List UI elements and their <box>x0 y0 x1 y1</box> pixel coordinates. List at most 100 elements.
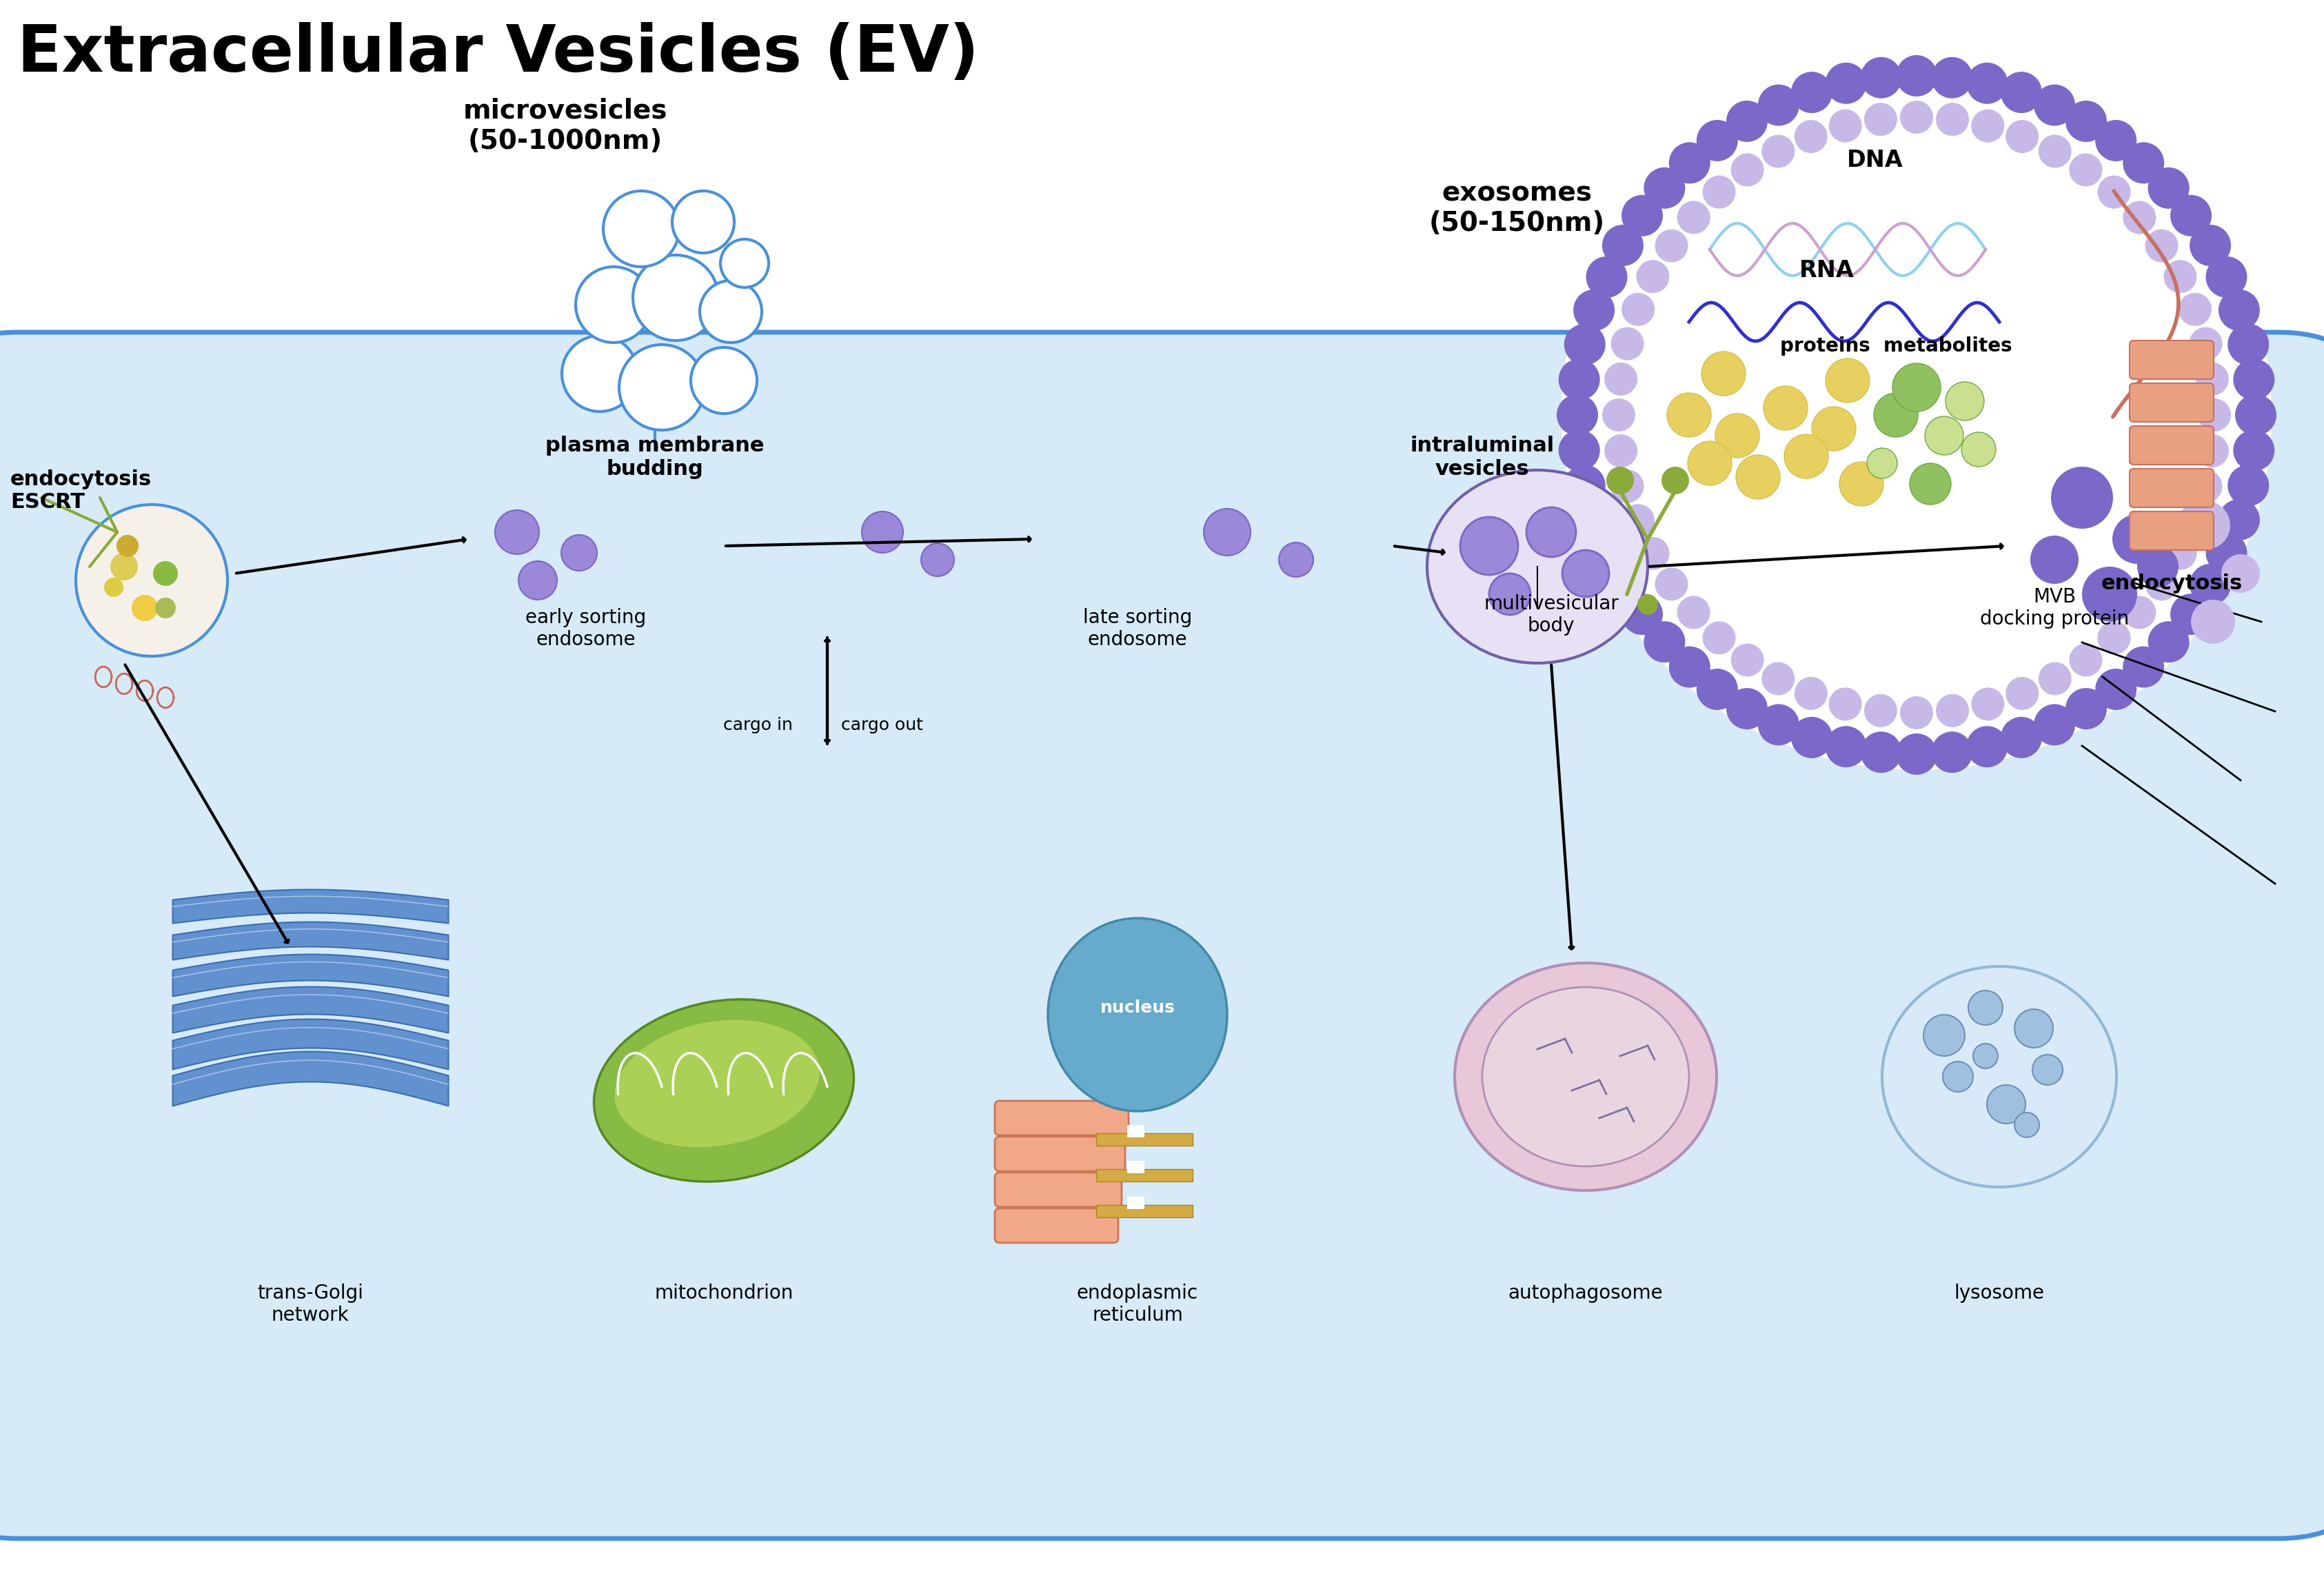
Text: cargo out: cargo out <box>841 717 923 733</box>
Circle shape <box>2222 554 2259 593</box>
Circle shape <box>77 505 228 656</box>
Text: MVB
docking protein: MVB docking protein <box>1980 587 2129 629</box>
Circle shape <box>1794 120 1827 153</box>
Bar <box>1127 1125 1143 1137</box>
Circle shape <box>1764 385 1808 429</box>
Circle shape <box>1727 687 1769 730</box>
Circle shape <box>1936 694 1968 727</box>
Circle shape <box>2205 256 2247 297</box>
Circle shape <box>1638 595 1657 615</box>
Circle shape <box>1666 393 1710 437</box>
Circle shape <box>2229 464 2268 507</box>
Circle shape <box>2082 566 2138 621</box>
Bar <box>1127 1197 1143 1210</box>
Text: RNA: RNA <box>1799 260 1855 282</box>
Circle shape <box>1762 135 1794 168</box>
Circle shape <box>1968 991 2003 1026</box>
Circle shape <box>2113 514 2161 563</box>
Circle shape <box>1987 1085 2027 1123</box>
Circle shape <box>1931 731 1973 772</box>
Text: endocytosis: endocytosis <box>2101 574 2243 593</box>
Text: trans-Golgi
network: trans-Golgi network <box>258 1284 363 1324</box>
Circle shape <box>116 535 139 557</box>
Circle shape <box>1604 362 1638 396</box>
Text: intraluminal
vesicles: intraluminal vesicles <box>1411 436 1555 478</box>
Ellipse shape <box>1882 966 2117 1188</box>
Circle shape <box>1910 462 1952 505</box>
Circle shape <box>1731 153 1764 187</box>
FancyBboxPatch shape <box>0 332 2324 1538</box>
Circle shape <box>2182 502 2231 549</box>
Text: Extracellular Vesicles (EV): Extracellular Vesicles (EV) <box>16 22 978 85</box>
Circle shape <box>2031 535 2078 584</box>
Circle shape <box>1896 733 1938 775</box>
Circle shape <box>560 535 597 571</box>
Circle shape <box>2068 153 2103 187</box>
Circle shape <box>1655 230 1687 263</box>
Circle shape <box>632 255 718 340</box>
Circle shape <box>1973 1043 1999 1068</box>
FancyBboxPatch shape <box>2129 340 2215 379</box>
Circle shape <box>1643 621 1685 662</box>
Circle shape <box>1662 467 1690 494</box>
Circle shape <box>1601 225 1643 266</box>
Circle shape <box>2189 563 2231 606</box>
Circle shape <box>2164 536 2196 569</box>
Circle shape <box>2001 72 2043 113</box>
Circle shape <box>1862 731 1901 772</box>
Circle shape <box>1703 176 1736 209</box>
Circle shape <box>1703 621 1736 654</box>
Circle shape <box>1924 417 1964 455</box>
Circle shape <box>2189 470 2222 503</box>
Circle shape <box>1901 101 1934 134</box>
Circle shape <box>2219 289 2259 330</box>
FancyBboxPatch shape <box>995 1137 1125 1172</box>
Circle shape <box>1527 508 1576 557</box>
Circle shape <box>672 190 734 253</box>
Circle shape <box>2122 142 2164 184</box>
Circle shape <box>1687 440 1731 486</box>
Circle shape <box>2015 1010 2052 1048</box>
Circle shape <box>1559 359 1599 400</box>
Circle shape <box>1971 109 2003 143</box>
Circle shape <box>2122 201 2157 234</box>
FancyBboxPatch shape <box>995 1172 1122 1206</box>
Circle shape <box>2068 643 2103 676</box>
Circle shape <box>1573 289 1615 330</box>
Circle shape <box>920 543 955 576</box>
Circle shape <box>576 267 651 343</box>
Circle shape <box>1866 448 1896 478</box>
Circle shape <box>1564 464 1606 507</box>
Text: autophagosome: autophagosome <box>1508 1284 1664 1302</box>
Circle shape <box>153 562 179 585</box>
Circle shape <box>1864 694 1896 727</box>
Circle shape <box>1792 717 1831 758</box>
Circle shape <box>2034 1054 2064 1085</box>
Circle shape <box>2096 120 2136 162</box>
Circle shape <box>1573 499 1615 541</box>
Ellipse shape <box>1455 963 1717 1191</box>
Circle shape <box>1762 662 1794 695</box>
Ellipse shape <box>1427 470 1648 664</box>
Circle shape <box>2052 467 2113 529</box>
Bar <box>1097 1169 1192 1181</box>
Circle shape <box>604 190 679 267</box>
Circle shape <box>1557 395 1599 436</box>
Circle shape <box>700 280 762 343</box>
Circle shape <box>1622 593 1664 635</box>
Circle shape <box>132 595 158 621</box>
Circle shape <box>1622 503 1655 536</box>
FancyBboxPatch shape <box>2129 426 2215 464</box>
Circle shape <box>1643 167 1685 209</box>
Text: microvesicles
(50-1000nm): microvesicles (50-1000nm) <box>462 98 667 154</box>
Circle shape <box>2122 647 2164 687</box>
Circle shape <box>2066 101 2108 142</box>
Circle shape <box>1827 359 1871 403</box>
Circle shape <box>862 511 904 552</box>
Circle shape <box>1278 543 1313 577</box>
Circle shape <box>2096 669 2136 709</box>
Circle shape <box>1604 434 1638 467</box>
FancyBboxPatch shape <box>2129 511 2215 551</box>
Circle shape <box>2219 499 2259 541</box>
Circle shape <box>1636 260 1669 293</box>
